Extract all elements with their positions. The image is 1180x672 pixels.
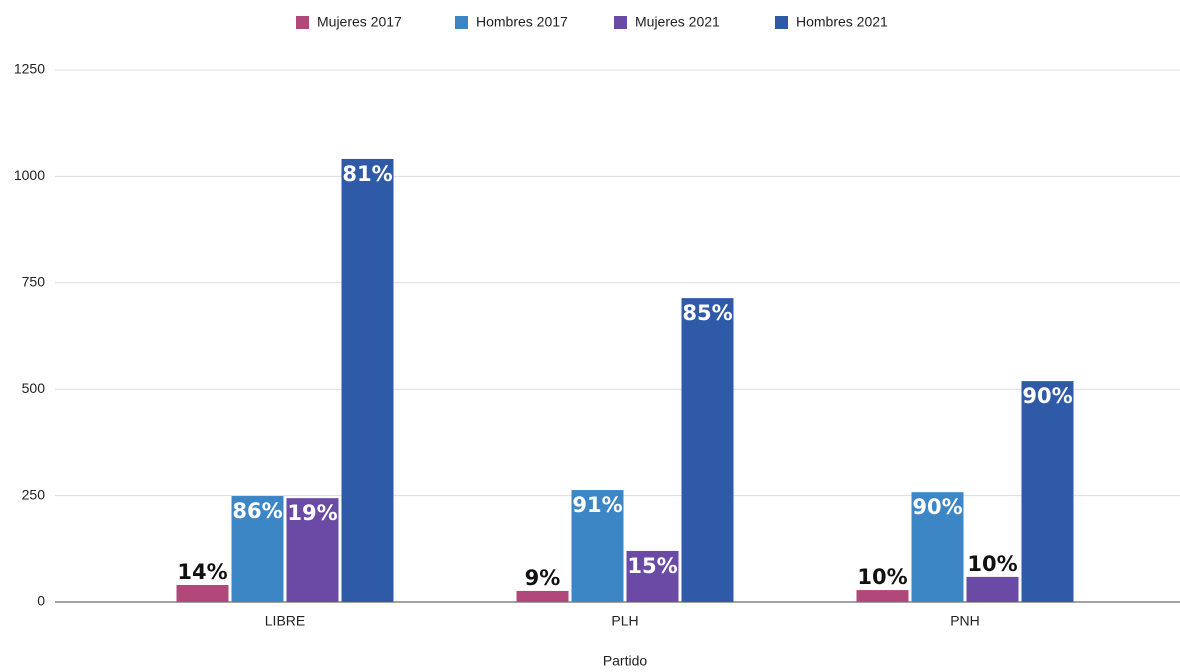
bar <box>341 158 394 603</box>
data-label: 9% <box>525 566 561 590</box>
legend-swatch <box>775 16 788 29</box>
data-label: 10% <box>967 552 1017 576</box>
bar <box>856 590 909 602</box>
data-label: 15% <box>627 554 677 578</box>
bar <box>176 584 229 602</box>
y-tick-label: 0 <box>37 593 45 609</box>
data-label: 14% <box>177 560 227 584</box>
legend-swatch <box>614 16 627 29</box>
data-label: 90% <box>1022 384 1072 408</box>
bar <box>911 492 964 602</box>
bar <box>516 590 569 602</box>
legend-label: Mujeres 2021 <box>635 14 720 30</box>
y-tick-label: 750 <box>22 274 46 290</box>
data-label: 10% <box>857 565 907 589</box>
legend-label: Hombres 2017 <box>476 14 568 30</box>
bar <box>681 298 734 602</box>
bar <box>626 550 679 602</box>
legend-swatch <box>455 16 468 29</box>
y-tick-label: 250 <box>22 486 46 502</box>
data-label: 81% <box>342 162 392 186</box>
x-tick-label: LIBRE <box>265 613 305 629</box>
legend-swatch <box>296 16 309 29</box>
x-axis-title: Partido <box>603 653 648 669</box>
bar <box>1021 381 1074 602</box>
bar <box>966 576 1019 602</box>
y-tick-label: 1000 <box>14 167 45 183</box>
data-label: 85% <box>682 301 732 325</box>
bar <box>286 498 339 602</box>
data-label: 90% <box>912 495 962 519</box>
x-tick-label: PLH <box>611 613 638 629</box>
data-label: 86% <box>232 499 282 523</box>
y-tick-label: 500 <box>22 380 46 396</box>
data-label: 19% <box>287 501 337 525</box>
bar <box>231 496 284 602</box>
bar <box>571 490 624 602</box>
data-label: 91% <box>572 493 622 517</box>
x-tick-label: PNH <box>950 613 980 629</box>
legend-label: Mujeres 2017 <box>317 14 402 30</box>
y-tick-label: 1250 <box>14 61 45 77</box>
legend-label: Hombres 2021 <box>796 14 888 30</box>
